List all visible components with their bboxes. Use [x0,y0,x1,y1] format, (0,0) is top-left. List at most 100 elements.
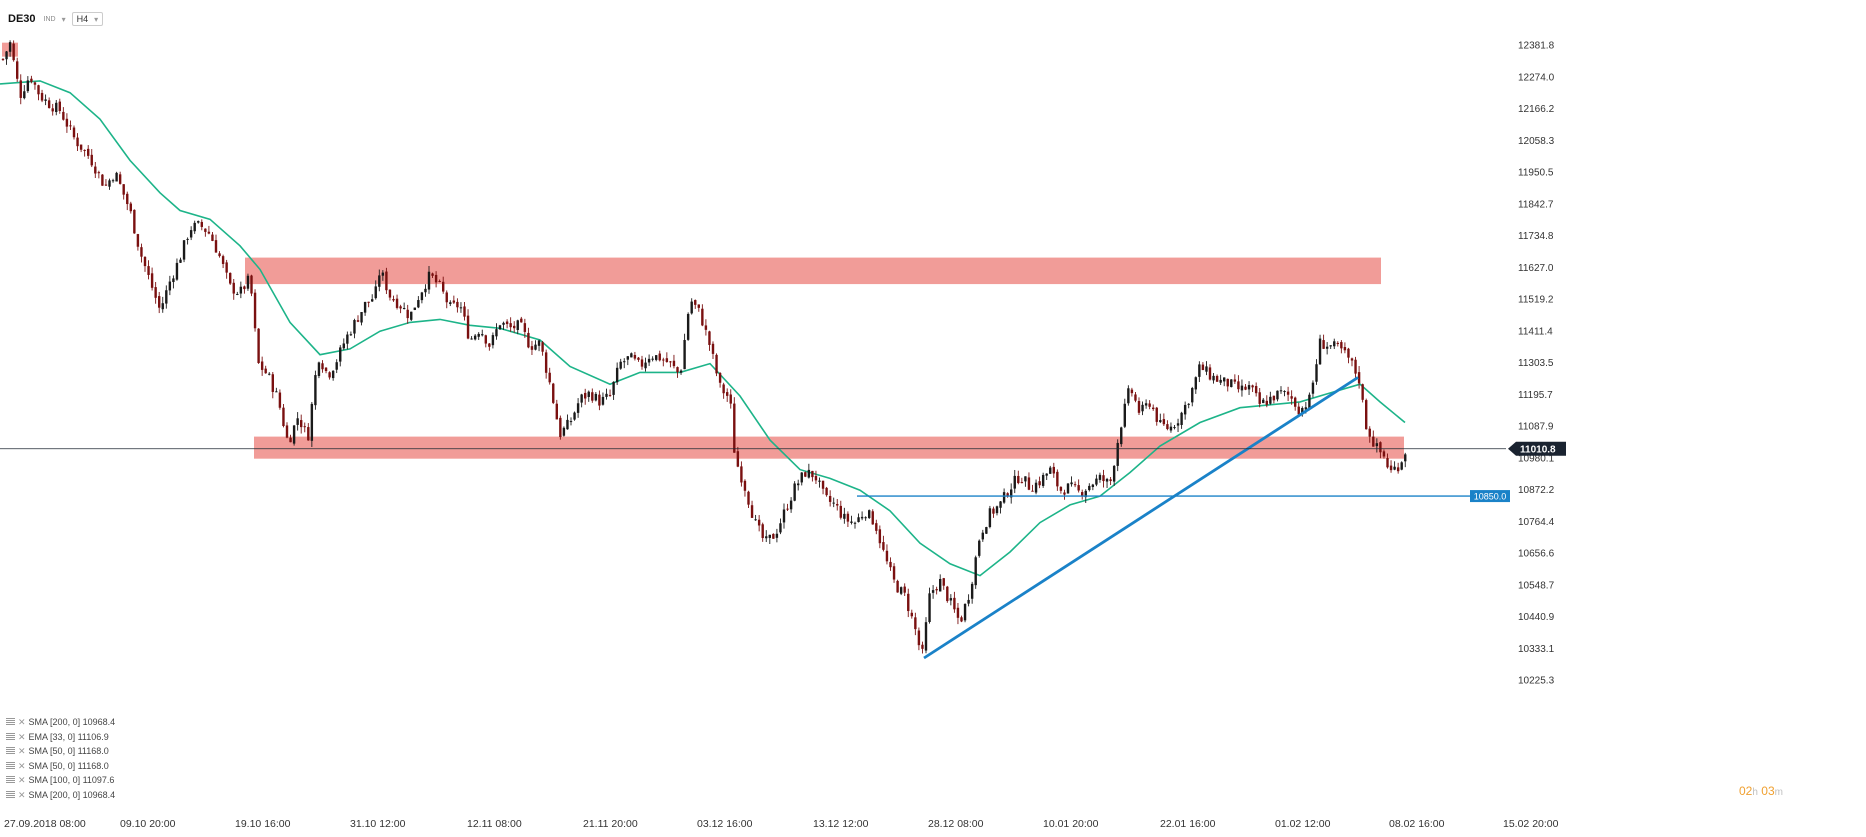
candle-body [1208,367,1212,380]
indicator-row[interactable]: ✕ SMA [50, 0] 11168.0 [6,759,115,774]
candle-body [1329,345,1332,347]
candle-body [90,154,93,166]
candle-body [62,111,65,120]
candle-body [182,240,186,260]
indicator-row[interactable]: ✕ SMA [100, 0] 11097.6 [6,773,115,788]
candle-body [697,304,700,308]
time-tick-label: 19.10 16:00 [235,818,291,830]
symbol-name[interactable]: DE30 [8,13,36,25]
price-tick-label: 11303.5 [1518,358,1554,369]
candle-body [1155,407,1158,422]
candle-body [1244,386,1247,390]
close-icon[interactable]: ✕ [18,717,26,727]
time-tick-label: 03.12 16:00 [697,818,753,830]
candle-body [1354,359,1357,374]
candle-body [1127,388,1130,404]
settings-icon[interactable] [6,790,15,799]
candle-body [229,272,232,284]
candle-body [1002,492,1006,503]
timeframe-select[interactable]: H4 ▾ [71,12,104,26]
candle-body [669,361,672,363]
time-tick-label: 08.02 16:00 [1389,818,1445,830]
candle-body [981,532,984,540]
settings-icon[interactable] [6,776,15,785]
price-tick-label: 10225.3 [1518,676,1555,687]
candle-body [868,510,871,518]
candle-body [584,392,587,399]
settings-icon[interactable] [6,761,15,770]
candle-body [1017,475,1020,484]
candle-body [402,308,406,310]
close-icon[interactable]: ✕ [18,789,26,800]
candle-body [513,325,516,329]
candle-body [328,372,331,378]
candle-body [765,536,768,539]
candle-body [612,381,615,395]
candle-body [1081,492,1084,497]
candle-body [488,343,491,347]
candle-body [69,125,72,127]
candle-body [683,339,686,370]
candle-body [1010,489,1013,498]
candle-body [1045,473,1048,476]
candle-body [626,356,629,360]
chevron-down-icon[interactable]: ▾ [61,14,66,24]
indicator-row[interactable]: ✕ SMA [50, 0] 11168.0 [6,744,115,759]
candle-body [495,329,498,337]
time-tick-label: 09.10 20:00 [120,818,176,830]
settings-icon[interactable] [6,718,15,727]
candle-body [360,311,363,323]
candle-body [111,180,115,182]
candle-body [605,393,608,397]
candle-body [371,299,374,302]
close-icon[interactable]: ✕ [18,731,26,742]
indicator-row[interactable]: ✕ SMA [200, 0] 10968.4 [6,715,115,730]
candle-body [1166,424,1169,430]
candle-body [892,566,896,580]
indicator-row[interactable]: ✕ SMA [200, 0] 10968.4 [6,788,115,803]
candle-body [573,412,576,420]
candle-body [442,281,445,292]
candle-body [850,521,853,523]
candle-body [988,508,992,528]
settings-icon[interactable] [6,732,15,741]
candle-body [658,353,661,361]
candle-body [1311,382,1315,394]
indicator-row[interactable]: ✕ EMA [33, 0] 11106.9 [6,730,115,745]
price-tick-label: 10764.4 [1518,517,1555,528]
candle-body [601,396,605,405]
close-icon[interactable]: ✕ [18,760,26,771]
candle-body [289,437,292,443]
candle-body [843,513,846,519]
candle-body [1297,406,1300,415]
candle-body [1382,451,1386,457]
candle-body [1404,454,1407,462]
candle-body [179,259,182,263]
candle-body [434,274,438,283]
settings-icon[interactable] [6,747,15,756]
candle-body [51,108,54,112]
moving-average [0,80,1406,577]
candle-body [118,174,122,184]
candle-body [459,307,463,309]
candle-body [150,273,154,288]
candle-body [204,228,207,232]
candle-body [704,325,708,330]
candle-body [349,334,353,336]
candle-body [1340,342,1343,349]
candle-body [1176,423,1180,426]
candle-body [640,359,644,367]
candle-body [424,288,427,293]
candle-body [594,393,598,401]
candle-body [775,533,779,538]
close-icon[interactable]: ✕ [18,746,26,756]
candle-body [779,523,782,533]
candle-body [818,480,821,482]
close-icon[interactable]: ✕ [18,775,26,785]
time-tick-label: 13.12 12:00 [813,818,869,830]
candle-body [498,325,502,330]
candle-body [473,335,477,340]
candle-body [1212,375,1215,381]
candle-body [186,238,189,240]
